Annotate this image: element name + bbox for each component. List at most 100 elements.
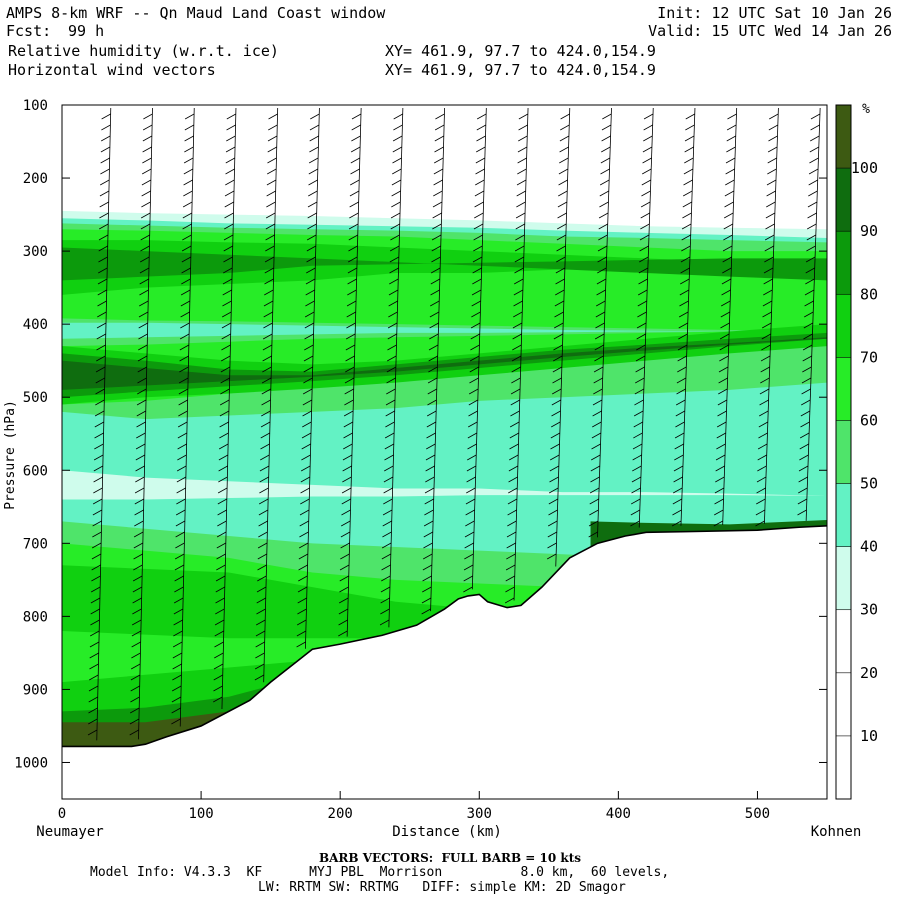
barb-feather	[430, 289, 440, 296]
barb-feather	[386, 377, 396, 384]
barb-feather	[721, 300, 731, 307]
barb-feather	[224, 201, 234, 208]
barb-feather	[222, 289, 232, 296]
barb-feather	[305, 289, 315, 296]
barb-feather	[763, 278, 773, 285]
barb-feather	[216, 542, 227, 549]
barb-feather	[638, 278, 648, 285]
barb-feather	[713, 520, 724, 527]
barb-feather	[219, 399, 230, 406]
barb-feather	[512, 344, 522, 351]
barb-feather	[137, 355, 148, 362]
barb-feather	[171, 696, 182, 703]
barb-feather	[714, 498, 724, 505]
barb-feather	[599, 201, 609, 208]
barb-feather	[465, 498, 476, 505]
barb-feather	[631, 487, 641, 494]
barb-feather	[681, 245, 691, 252]
barb-feather	[509, 432, 520, 439]
barb-feather	[137, 388, 147, 395]
barb-feather	[759, 399, 769, 406]
valid-time: Valid: 15 UTC Wed 14 Jan 26	[648, 22, 892, 40]
barb-feather	[465, 509, 475, 516]
barb-feather	[257, 542, 268, 549]
barb-feather	[634, 399, 644, 406]
barb-feather	[469, 366, 479, 373]
barb-feather	[131, 630, 142, 637]
barb-feather	[139, 300, 149, 307]
barb-feather	[508, 476, 518, 483]
barb-feather	[93, 487, 103, 494]
barb-feather	[714, 487, 725, 494]
barb-feather	[556, 245, 566, 252]
barb-feather	[308, 190, 318, 197]
barb-feather	[91, 575, 101, 582]
barb-feather	[347, 289, 357, 296]
barb-feather	[716, 443, 726, 450]
barb-feather	[184, 135, 194, 142]
barb-feather	[341, 509, 351, 516]
barb-feather	[549, 465, 560, 472]
barb-feather	[635, 355, 646, 362]
barb-feather	[260, 454, 270, 461]
barb-feather	[725, 157, 736, 164]
barb-feather	[468, 399, 479, 406]
barb-feather	[674, 443, 684, 450]
barb-feather	[380, 586, 391, 593]
barb-feather	[382, 520, 392, 527]
barb-feather	[765, 212, 776, 219]
barb-feather	[684, 135, 695, 142]
barb-feather	[517, 168, 527, 175]
barb-feather	[594, 355, 604, 362]
barb-feather	[262, 333, 273, 340]
barb-feather	[553, 355, 563, 362]
barb-feather	[340, 531, 351, 538]
barb-feather	[381, 564, 391, 571]
barb-feather	[552, 377, 562, 384]
barb-feather	[339, 564, 350, 571]
barb-feather	[175, 520, 186, 527]
barb-feather	[340, 553, 350, 560]
barb-feather	[505, 575, 515, 582]
barb-feather	[558, 190, 568, 197]
barb-feather	[806, 234, 817, 241]
barb-feather	[717, 399, 728, 406]
colorbar-segment	[836, 735, 851, 799]
barb-feather	[472, 278, 482, 285]
barb-feather	[682, 212, 692, 219]
barb-feather	[178, 388, 189, 395]
barb-feather	[513, 289, 524, 296]
barb-feather	[798, 487, 808, 494]
barb-feather	[593, 366, 604, 373]
barb-feather	[350, 179, 360, 186]
barb-feather	[678, 322, 688, 329]
barb-feather	[427, 377, 438, 384]
barb-feather	[385, 410, 395, 417]
barb-feather	[260, 421, 271, 428]
barb-feather	[672, 509, 682, 516]
barb-feather	[261, 410, 271, 417]
barb-feather	[802, 344, 813, 351]
colorbar-segment	[836, 546, 851, 610]
barb-feather	[140, 245, 150, 252]
barb-feather	[433, 190, 443, 197]
barb-feather	[767, 157, 777, 164]
barb-feather	[465, 520, 475, 527]
barb-feather	[348, 223, 359, 230]
barb-feather	[90, 608, 100, 615]
colorbar-label: 50	[860, 475, 878, 493]
barb-feather	[217, 520, 227, 527]
barb-feather	[518, 113, 529, 120]
barb-feather	[799, 443, 809, 450]
barb-feather	[550, 432, 561, 439]
barb-staff	[638, 107, 654, 528]
barb-feather	[467, 432, 478, 439]
barb-feather	[804, 289, 815, 296]
barb-feather	[468, 410, 478, 417]
barb-feather	[764, 234, 775, 241]
barb-feather	[93, 454, 104, 461]
barb-feather	[389, 256, 400, 263]
barb-feather	[713, 509, 724, 516]
colorbar-segment	[836, 105, 851, 169]
barb-feather	[257, 553, 268, 560]
